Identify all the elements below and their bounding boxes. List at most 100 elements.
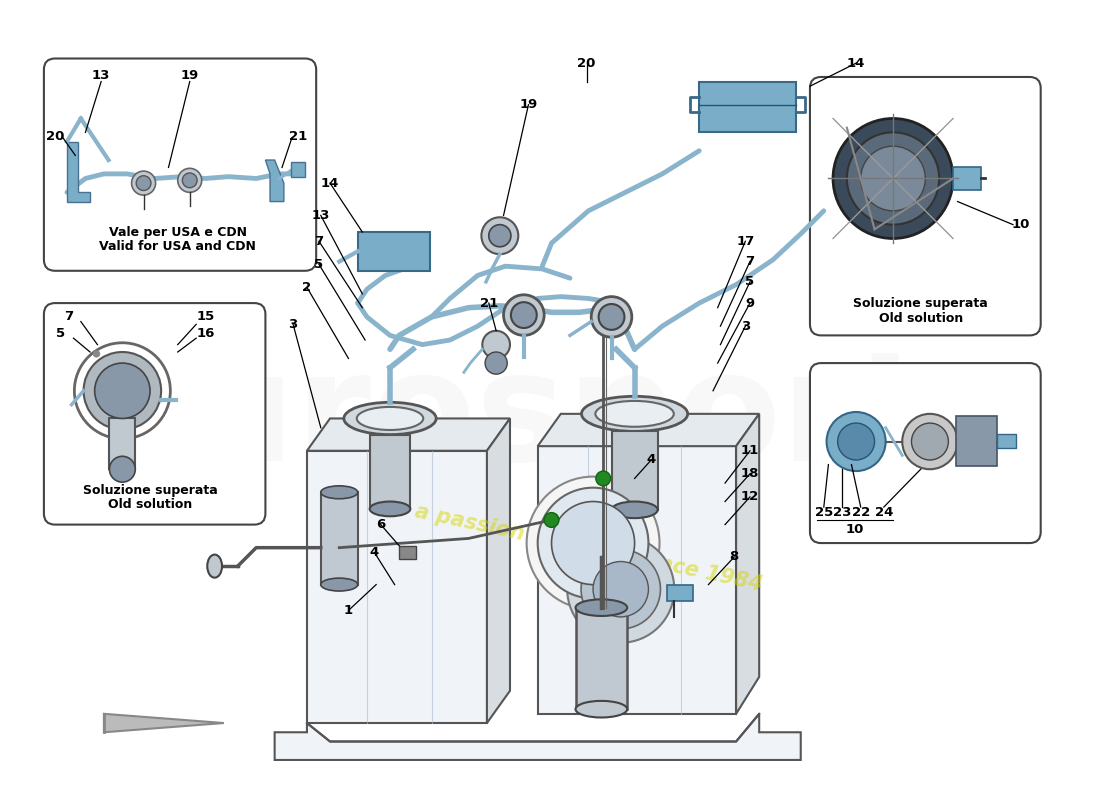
- Ellipse shape: [321, 486, 358, 498]
- Circle shape: [183, 173, 197, 188]
- Text: 25: 25: [815, 506, 833, 519]
- Circle shape: [544, 513, 559, 527]
- Circle shape: [591, 297, 631, 338]
- Text: Soluzione superata: Soluzione superata: [82, 484, 218, 497]
- Polygon shape: [487, 418, 510, 723]
- Text: 3: 3: [740, 320, 750, 333]
- Polygon shape: [275, 714, 801, 760]
- Polygon shape: [67, 142, 90, 202]
- Text: Old solution: Old solution: [108, 498, 192, 510]
- Text: 17: 17: [736, 234, 755, 248]
- Circle shape: [485, 352, 507, 374]
- Ellipse shape: [612, 502, 658, 518]
- Text: 3: 3: [288, 318, 298, 331]
- Text: 5: 5: [746, 275, 755, 288]
- Text: 5: 5: [56, 327, 65, 340]
- Text: 8: 8: [729, 550, 739, 563]
- Text: 1: 1: [344, 604, 353, 617]
- Circle shape: [568, 536, 674, 642]
- Circle shape: [581, 550, 660, 629]
- Text: 11: 11: [740, 444, 759, 458]
- Circle shape: [826, 412, 886, 471]
- Text: a passion for parts since 1984: a passion for parts since 1984: [412, 501, 764, 594]
- Circle shape: [833, 118, 953, 238]
- Text: 15: 15: [196, 310, 214, 323]
- Bar: [321, 492, 358, 585]
- Bar: [292, 162, 305, 177]
- Circle shape: [598, 304, 625, 330]
- Circle shape: [132, 171, 155, 195]
- Bar: [667, 585, 693, 602]
- Circle shape: [504, 294, 544, 335]
- Circle shape: [837, 423, 874, 460]
- Polygon shape: [736, 414, 759, 714]
- Text: 16: 16: [196, 327, 214, 340]
- FancyBboxPatch shape: [44, 58, 316, 270]
- Circle shape: [482, 330, 510, 358]
- Text: 13: 13: [92, 69, 110, 82]
- Text: 20: 20: [46, 130, 64, 143]
- Ellipse shape: [356, 407, 424, 430]
- Ellipse shape: [575, 701, 627, 718]
- Text: Soluzione superata: Soluzione superata: [854, 297, 988, 310]
- Text: 2: 2: [302, 281, 311, 294]
- Circle shape: [109, 456, 135, 482]
- Circle shape: [596, 471, 611, 486]
- Bar: [612, 431, 658, 510]
- Text: 7: 7: [64, 310, 74, 323]
- Text: 9: 9: [746, 297, 755, 310]
- Bar: [109, 418, 135, 470]
- Circle shape: [510, 302, 537, 328]
- Text: 21: 21: [480, 297, 498, 310]
- Circle shape: [527, 477, 660, 610]
- Text: Vale per USA e CDN: Vale per USA e CDN: [109, 226, 246, 238]
- Ellipse shape: [575, 599, 627, 616]
- Polygon shape: [103, 714, 224, 732]
- Ellipse shape: [344, 402, 437, 434]
- Text: 4: 4: [647, 454, 656, 466]
- Text: 13: 13: [311, 209, 330, 222]
- Text: eurosports: eurosports: [82, 344, 1020, 493]
- Polygon shape: [265, 160, 284, 202]
- Polygon shape: [538, 446, 736, 714]
- Circle shape: [95, 363, 150, 418]
- Circle shape: [178, 168, 201, 192]
- Text: 10: 10: [845, 522, 864, 536]
- Bar: [998, 434, 1015, 448]
- Circle shape: [538, 488, 648, 598]
- Circle shape: [593, 562, 648, 617]
- Text: 7: 7: [746, 255, 755, 268]
- Ellipse shape: [370, 502, 410, 516]
- Text: 19: 19: [180, 69, 199, 82]
- Bar: [399, 546, 416, 558]
- Circle shape: [488, 225, 510, 246]
- Polygon shape: [307, 418, 510, 450]
- Text: 7: 7: [315, 234, 323, 248]
- FancyBboxPatch shape: [44, 303, 265, 525]
- Circle shape: [847, 132, 939, 225]
- Circle shape: [84, 352, 161, 430]
- Text: 10: 10: [1011, 218, 1030, 231]
- Bar: [370, 435, 410, 509]
- Ellipse shape: [595, 401, 674, 426]
- Text: 21: 21: [288, 130, 307, 143]
- Polygon shape: [307, 450, 487, 723]
- Bar: [358, 232, 430, 270]
- Bar: [953, 167, 981, 190]
- Ellipse shape: [207, 554, 222, 578]
- Ellipse shape: [321, 578, 358, 591]
- Circle shape: [92, 350, 100, 358]
- Text: Old solution: Old solution: [879, 312, 962, 326]
- Circle shape: [860, 146, 925, 210]
- Text: 24: 24: [874, 506, 893, 519]
- Text: Valid for USA and CDN: Valid for USA and CDN: [99, 240, 256, 254]
- Text: 4: 4: [370, 546, 378, 558]
- Polygon shape: [538, 414, 759, 446]
- Ellipse shape: [582, 396, 688, 431]
- Text: 22: 22: [851, 506, 870, 519]
- Circle shape: [551, 502, 635, 585]
- Text: 18: 18: [740, 467, 759, 480]
- Text: 20: 20: [578, 57, 596, 70]
- Text: 6: 6: [376, 518, 385, 531]
- Circle shape: [912, 423, 948, 460]
